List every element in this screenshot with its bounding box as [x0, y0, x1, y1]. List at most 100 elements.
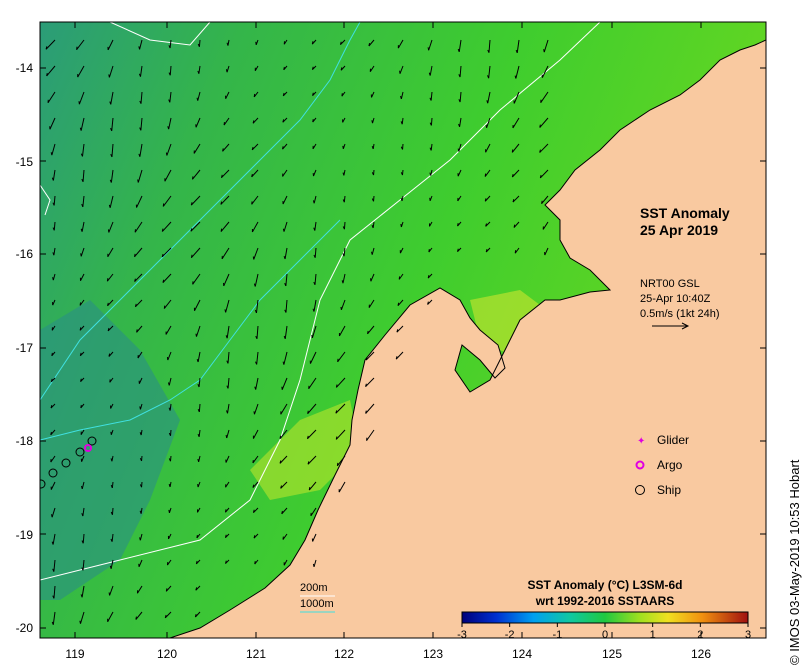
current-vector-head [513, 224, 516, 228]
current-vector [307, 403, 317, 415]
current-vector-head [487, 49, 490, 53]
current-vector [53, 585, 56, 599]
current-vector-head [365, 410, 367, 414]
current-vector [135, 299, 143, 308]
current-vector-head [164, 614, 167, 618]
current-vector-head [341, 280, 344, 284]
land-mass [169, 22, 766, 638]
current-vector [82, 559, 85, 571]
legend-argo-label: Argo [657, 458, 683, 472]
credit-text: © IMOS 03-May-2019 10:53 Hobart [787, 459, 802, 665]
current-vector-head [371, 120, 374, 124]
current-vector-head [457, 248, 459, 252]
current-vector [80, 273, 85, 282]
current-vector [52, 169, 56, 181]
current-vector [225, 91, 230, 99]
current-vector-head [220, 174, 223, 178]
current-vector-head [252, 509, 255, 513]
current-vector [165, 585, 172, 592]
current-vector [371, 247, 375, 255]
current-vector [139, 143, 143, 157]
current-vector-head [342, 226, 345, 230]
current-vector-head [139, 406, 141, 410]
current-vector-head [168, 72, 171, 76]
current-vector-head [197, 43, 200, 47]
lon-tick-label: 119 [65, 647, 84, 661]
current-vector-head [107, 327, 110, 332]
current-vector [459, 65, 462, 78]
current-vector [427, 299, 433, 305]
current-vector-head [167, 126, 170, 130]
current-vector-head [282, 119, 285, 123]
current-vector [220, 195, 230, 205]
current-vector [397, 299, 404, 306]
current-vector-head [308, 486, 311, 491]
current-vector [169, 91, 172, 103]
contour-200m-label: 200m [300, 582, 328, 594]
current-vector-head [79, 127, 82, 131]
current-vector-head [371, 172, 375, 176]
current-vector [254, 273, 259, 287]
current-vector-head [134, 303, 137, 307]
current-vector-head [195, 333, 197, 337]
current-vector [164, 611, 172, 619]
current-vector [310, 507, 317, 517]
current-vector [457, 169, 462, 177]
current-vector [107, 325, 114, 332]
current-vector-head [168, 99, 171, 103]
current-vector [253, 507, 259, 514]
current-vector [311, 325, 317, 339]
current-vector-head [311, 41, 314, 45]
current-vector-head [226, 410, 228, 414]
current-vector [458, 143, 462, 152]
current-vector [429, 65, 433, 76]
current-scale: 0.5m/s (1kt 24h) [640, 308, 719, 320]
current-vector [111, 143, 114, 157]
contour-1000m-label: 1000m [300, 598, 334, 610]
current-vector [169, 39, 172, 49]
current-vector [251, 169, 259, 178]
colorbar: SST Anomaly (°C) L3SM-6d wrt 1992-2016 S… [457, 578, 751, 641]
current-vector-head [81, 178, 84, 183]
current-vector-head [397, 302, 400, 306]
current-vector-head [45, 46, 48, 50]
current-vector-head [225, 335, 228, 339]
current-vector [51, 507, 56, 518]
current-vector [335, 403, 346, 414]
current-vector [110, 169, 114, 183]
current-vector [256, 325, 259, 339]
current-vector-head [342, 199, 345, 203]
current-vector [252, 455, 259, 464]
current-vector [252, 481, 259, 488]
current-vector [430, 117, 433, 126]
current-vector-head [368, 42, 371, 47]
current-vector-head [485, 223, 487, 227]
map-title-line2: 25 Apr 2019 [640, 222, 718, 238]
colorbar-title-line1: SST Anomaly (°C) L3SM-6d [527, 578, 682, 592]
contour-offshore-west [40, 184, 51, 216]
current-vector-head [196, 358, 199, 363]
current-vector [51, 143, 56, 156]
map-title-line1: SST Anomaly [640, 205, 730, 221]
current-vector [226, 65, 230, 73]
current-vector [107, 39, 114, 51]
current-vector-head [225, 560, 227, 564]
current-vector-head [457, 148, 460, 152]
current-vector-head [110, 127, 113, 132]
current-vector-head [255, 335, 258, 340]
lon-tick-label: 123 [423, 647, 443, 661]
current-vector [221, 247, 230, 260]
current-vector [253, 403, 259, 415]
current-vector [284, 325, 288, 339]
current-vector [109, 585, 114, 596]
current-vector [225, 455, 230, 463]
current-vector-head [110, 484, 113, 489]
current-vector-head [251, 173, 253, 177]
current-vector [512, 195, 520, 203]
contour-200m [40, 22, 601, 581]
current-vector [540, 91, 549, 103]
current-vector [251, 143, 259, 151]
current-vector-head [80, 253, 82, 257]
current-vector [314, 273, 317, 285]
current-vector [370, 273, 375, 282]
